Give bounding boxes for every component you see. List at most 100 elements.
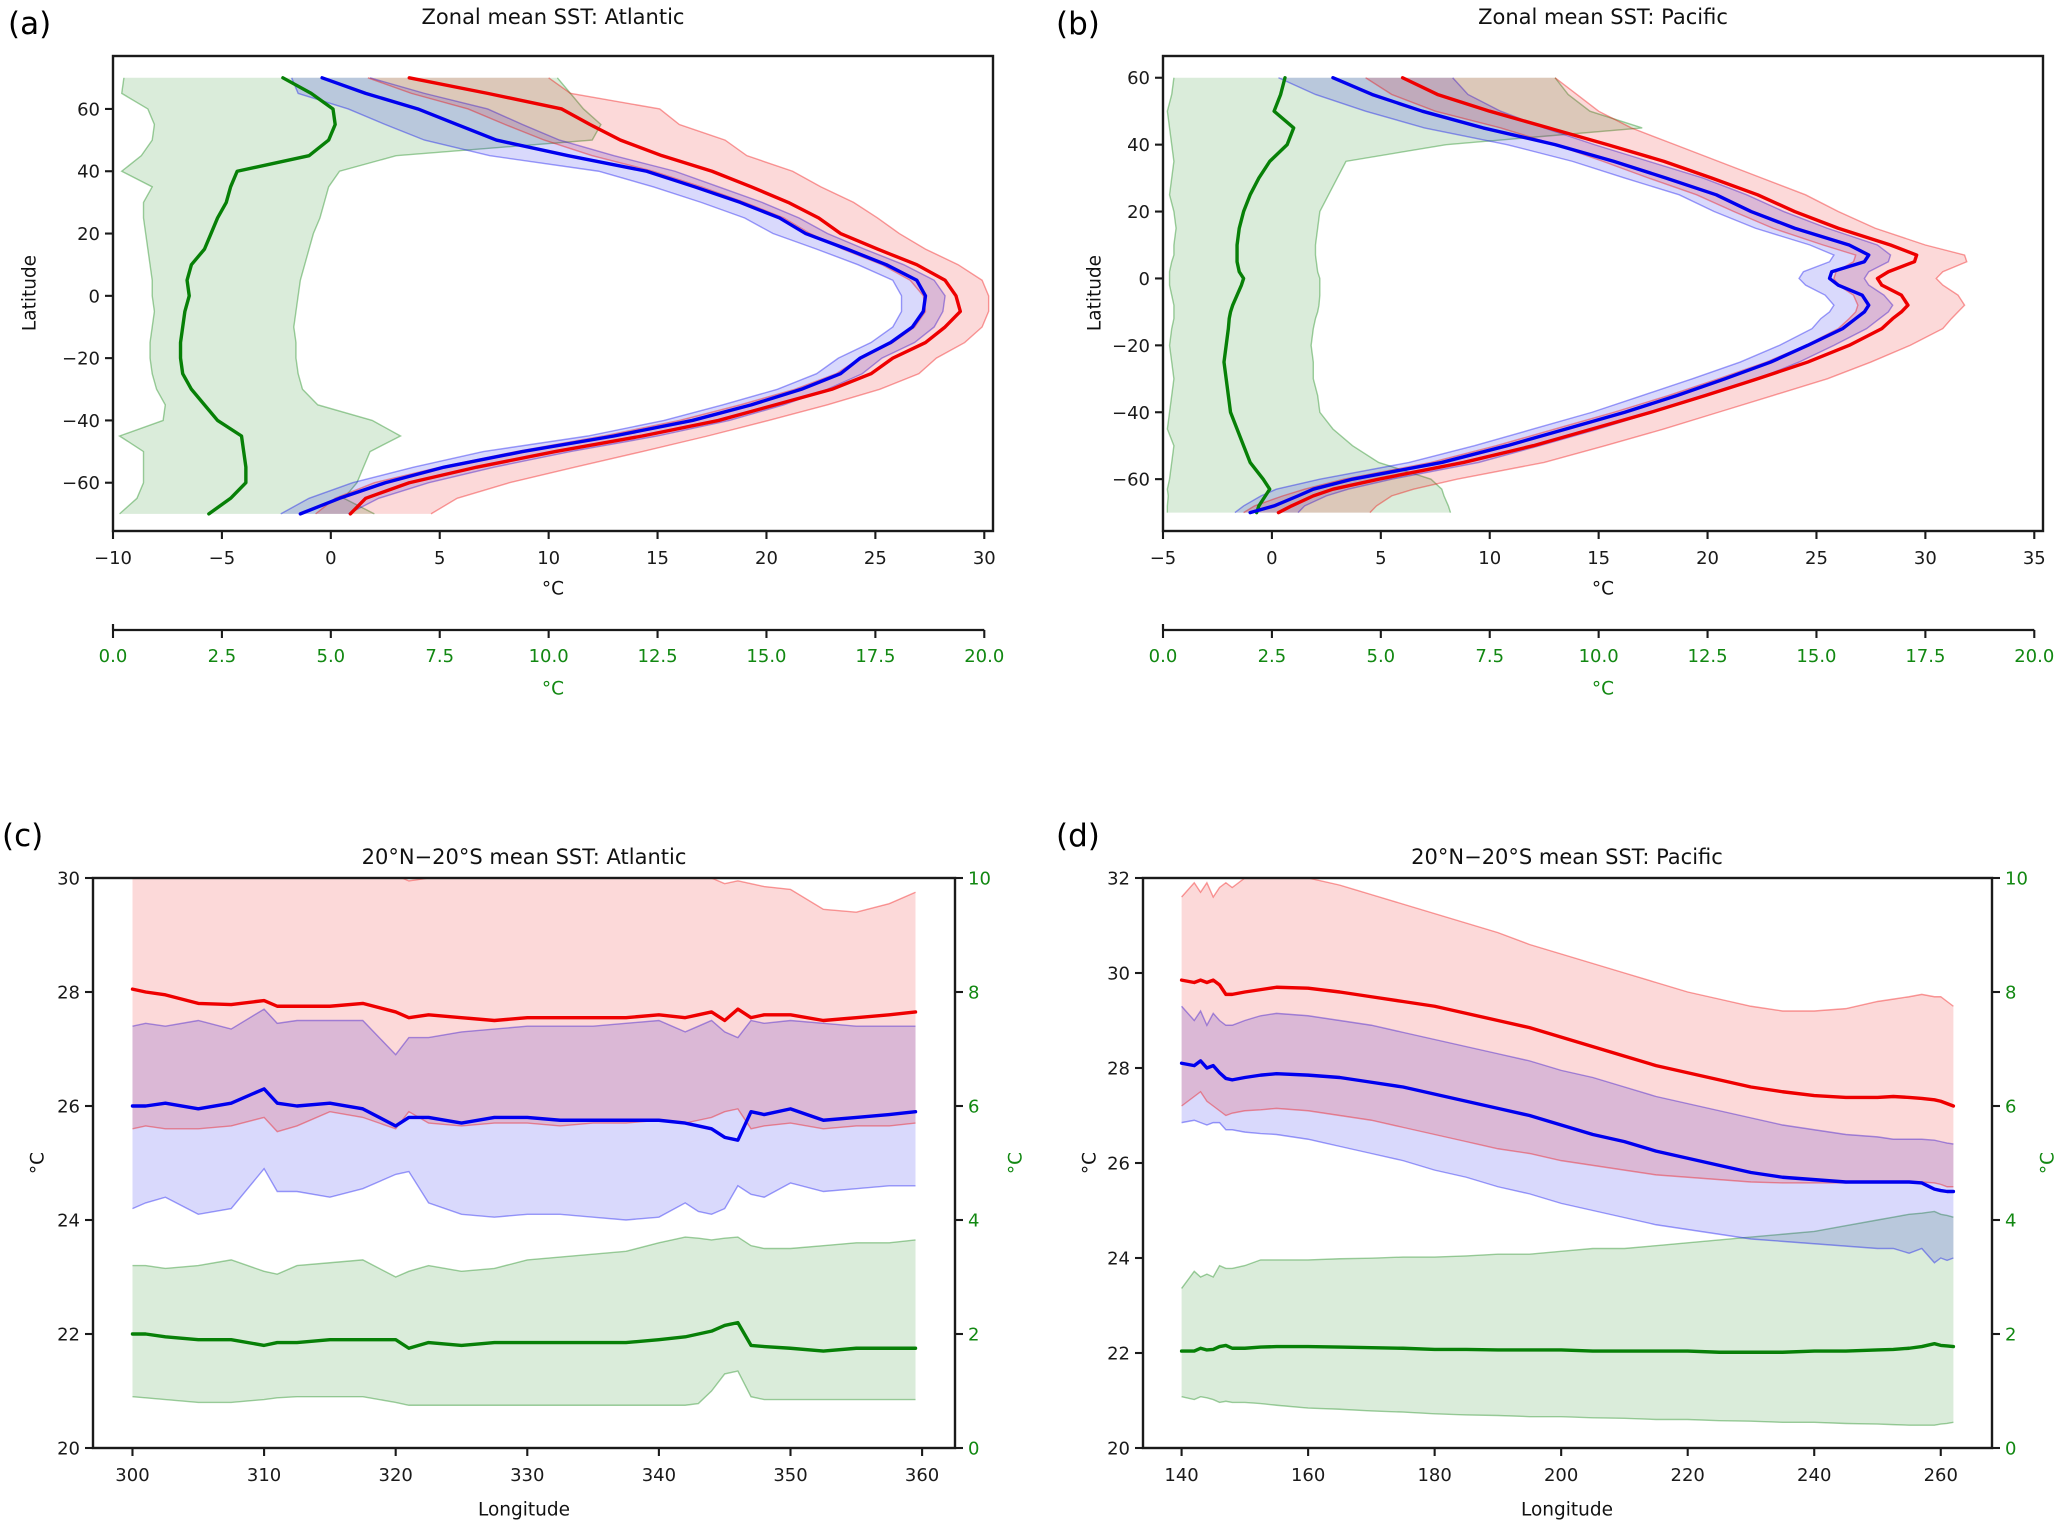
panel-a-y-tick-label: −40 <box>62 411 100 432</box>
series-green_series-line <box>178 76 337 516</box>
series-green_series-band-lower-edge <box>132 1370 916 1406</box>
panel-d-right-y-tick-label: 6 <box>2005 1097 2016 1118</box>
panel-d-x-tick-label: 200 <box>1544 1465 1578 1486</box>
panel-b-y-tick-label: −60 <box>1112 470 1150 491</box>
panel-b-x-tick-label: 35 <box>2023 548 2046 569</box>
panel-a-secondary-tick-label: 15.0 <box>746 646 786 667</box>
panel-a-x-tick-label: 10 <box>537 548 560 569</box>
panel-letter-b: (b) <box>1056 6 1100 42</box>
panel-a-x-tick-label: 15 <box>646 548 669 569</box>
panel-a-secondary-tick-label: 0.0 <box>99 646 128 667</box>
panel-b-x-tick-label: 20 <box>1696 548 1719 569</box>
panel-letter-d: (d) <box>1056 818 1100 854</box>
series-red_series-band-upper-edge <box>400 878 916 913</box>
panel-c-left-y-tick-label: 30 <box>57 869 80 890</box>
panel-d-title: 20°N−20°S mean SST: Pacific <box>1411 845 1723 869</box>
series-green_series-band <box>1167 77 1643 513</box>
panel-c-right-y-tick-label: 4 <box>968 1211 979 1232</box>
series-green_series-band-upper-edge <box>1310 77 1643 513</box>
panel-b-secondary-xlabel: °C <box>1591 678 1615 700</box>
series-blue_series-line <box>1179 1059 1956 1194</box>
panel-b-secondary-tick-label: 7.5 <box>1475 646 1504 667</box>
panel-d-left-y-tick-label: 30 <box>1107 964 1130 985</box>
series-blue_series-line <box>1248 76 1871 515</box>
series-green_series-band-upper-edge <box>293 77 602 515</box>
series-red_series-line <box>1179 978 1956 1108</box>
panel-c-x-tick-label: 310 <box>247 1465 281 1486</box>
panel-a-x-tick-label: 25 <box>864 548 887 569</box>
panel-b-secondary-tick-label: 0.0 <box>1149 646 1178 667</box>
series-blue_series-band <box>1234 77 1893 513</box>
panel-b-ylabel: Latitude <box>1084 254 1106 332</box>
series-green_series-line <box>130 1320 918 1353</box>
panel-c-right-y-tick-label: 0 <box>968 1439 979 1460</box>
series-blue_series-band-upper-edge <box>1181 1005 1954 1145</box>
panel-b-x-tick-label: 0 <box>1266 548 1277 569</box>
panel-a-secondary-tick-label: 12.5 <box>638 646 678 667</box>
panel-a-secondary-tick-label: 5.0 <box>317 646 346 667</box>
series-blue_series-line <box>130 1087 918 1142</box>
panel-c-left-y-tick-label: 24 <box>57 1211 80 1232</box>
panel-a-y-tick-label: −60 <box>62 473 100 494</box>
panel-letter-c: (c) <box>2 818 44 854</box>
series-red_series-band-lower-edge <box>1243 77 1859 514</box>
panel-c-left-y-tick-label: 20 <box>57 1439 80 1460</box>
panel-a-secondary-tick-label: 17.5 <box>855 646 895 667</box>
panel-a-secondary-tick-label: 10.0 <box>529 646 569 667</box>
panel-a-xlabel: °C <box>541 578 565 600</box>
panel-c-x-tick-label: 350 <box>773 1465 807 1486</box>
panel-d-x-tick-label: 220 <box>1671 1465 1705 1486</box>
panel-b-y-tick-label: 60 <box>1127 68 1150 89</box>
panel-c-x-tick-label: 330 <box>510 1465 544 1486</box>
panel-c-right-y-tick-label: 10 <box>968 869 991 890</box>
panel-c-right-y-tick-label: 2 <box>968 1325 979 1346</box>
series-blue_series-band <box>132 1009 916 1220</box>
panel-b-secondary-tick-label: 5.0 <box>1367 646 1396 667</box>
panel-a-x-tick-label: 20 <box>755 548 778 569</box>
series-blue_series-band-lower-edge <box>280 77 903 515</box>
series-red_series-band-upper-edge <box>430 77 990 515</box>
series-blue_series-band-upper-edge <box>1297 77 1894 514</box>
panel-b-secondary-tick-label: 2.5 <box>1258 646 1287 667</box>
panel-b-secondary-tick-label: 12.5 <box>1688 646 1728 667</box>
panel-d-x-tick-label: 180 <box>1417 1465 1451 1486</box>
panel-d-right-y-tick-label: 10 <box>2005 869 2028 890</box>
panel-d-left-ylabel: °C <box>1079 1151 1101 1175</box>
panel-a-x-tick-label: −10 <box>94 548 132 569</box>
panel-b-y-tick-label: 0 <box>1139 269 1150 290</box>
panel-a-secondary-tick-label: 7.5 <box>425 646 454 667</box>
panel-letter-a: (a) <box>8 6 52 42</box>
series-red_series-band <box>1181 878 1954 1187</box>
panel-d-left-y-tick-label: 20 <box>1107 1439 1130 1460</box>
panel-d-x-tick-label: 260 <box>1924 1465 1958 1486</box>
series-red_series-band-upper-edge <box>1181 878 1954 1012</box>
panel-d-plot-area <box>1179 878 1956 1426</box>
panel-d-left-y-tick-label: 26 <box>1107 1154 1130 1175</box>
panel-b-x-tick-label: 30 <box>1914 548 1937 569</box>
panel-d-right-ylabel: °C <box>2037 1151 2059 1175</box>
series-blue_series-line <box>298 76 928 516</box>
panel-d-x-tick-label: 160 <box>1291 1465 1325 1486</box>
series-red_series-band <box>132 878 916 1132</box>
panel-a-ylabel: Latitude <box>19 254 41 332</box>
panel-c-plot-area <box>130 878 918 1406</box>
panel-d-right-y-tick-label: 4 <box>2005 1211 2016 1232</box>
panel-d-left-y-tick-label: 22 <box>1107 1344 1130 1365</box>
panel-d-xlabel: Longitude <box>1520 1499 1614 1521</box>
panel-c-x-tick-label: 300 <box>115 1465 149 1486</box>
panel-a-y-tick-label: −20 <box>62 349 100 370</box>
series-green_series-band-lower-edge <box>1166 77 1177 513</box>
series-red_series-band-lower-edge <box>132 1108 916 1133</box>
panel-d-left-y-tick-label: 28 <box>1107 1059 1130 1080</box>
panel-a-x-tick-label: −5 <box>209 548 236 569</box>
panel-d-left-y-tick-label: 24 <box>1107 1249 1130 1270</box>
series-green_series-line <box>1222 76 1296 515</box>
panel-c-title: 20°N−20°S mean SST: Atlantic <box>361 845 687 869</box>
panel-c-x-tick-label: 340 <box>642 1465 676 1486</box>
panel-a-x-tick-label: 0 <box>325 548 336 569</box>
series-blue_series-band <box>1181 1006 1954 1263</box>
panel-c-right-ylabel: °C <box>1005 1151 1027 1175</box>
panel-a-x-tick-label: 30 <box>973 548 996 569</box>
